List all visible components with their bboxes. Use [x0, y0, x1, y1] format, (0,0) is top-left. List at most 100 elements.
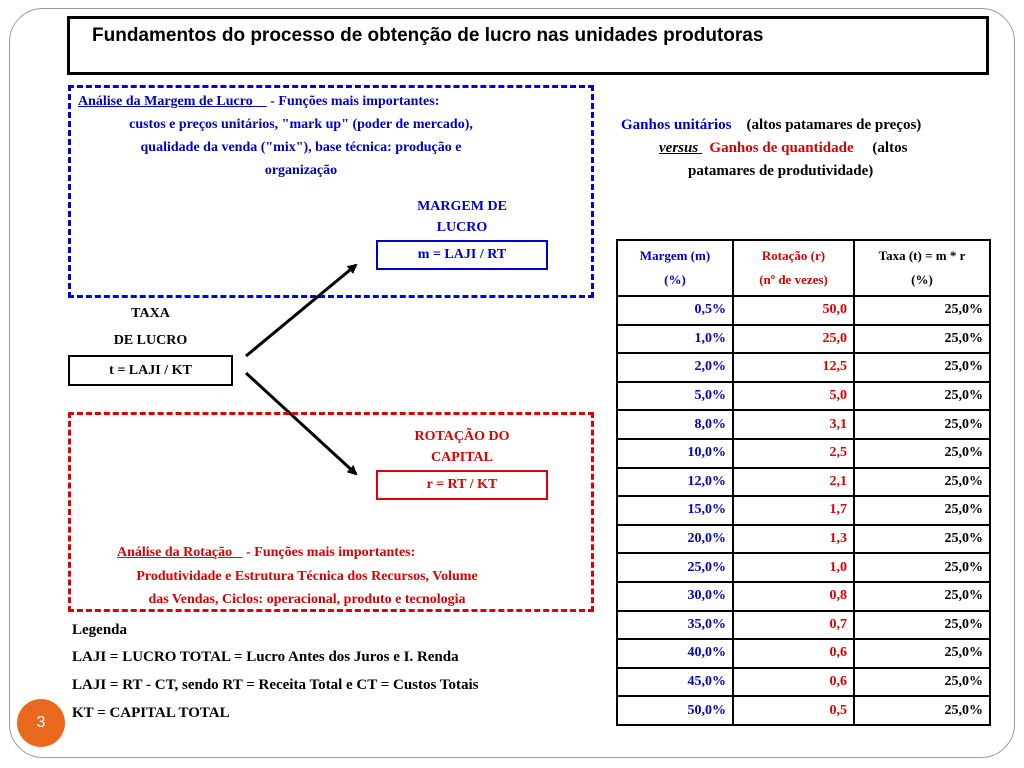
taxa-label-1: TAXA: [131, 306, 170, 321]
cell-rotacao: 12,5: [732, 352, 855, 383]
cell-margem: 15,0%: [616, 495, 734, 526]
cell-rotacao: 0,8: [732, 580, 855, 612]
rotation-analysis-line3: das Vendas, Ciclos: operacional, produto…: [148, 592, 466, 607]
gains-versus: versus: [659, 140, 699, 156]
margin-analysis-line1: Análise da Margem de Lucro - Funções mai…: [78, 94, 439, 110]
rotacao-label-2: CAPITAL: [431, 450, 493, 465]
cell-margem: 35,0%: [616, 609, 734, 641]
cell-taxa: 25,0%: [853, 295, 991, 326]
cell-taxa: 25,0%: [853, 666, 991, 698]
margem-label-1: MARGEM DE: [417, 199, 507, 214]
cell-rotacao: 50,0: [732, 295, 855, 326]
margin-rotation-table: Margem (m) (%) Rotação (r) (nº de vezes) T…: [616, 239, 991, 726]
rotation-analysis-line2: Produtividade e Estrutura Técnica dos Re…: [136, 569, 478, 584]
cell-rotacao: 0,5: [732, 695, 855, 726]
rotation-analysis-heading: Análise da Rotação: [117, 545, 233, 560]
table-row: 0,5% 50,0 25,0%: [616, 295, 991, 326]
page-number-badge: 3: [17, 699, 65, 747]
header-taxa: Taxa (t) = m * r (%): [853, 239, 991, 297]
cell-rotacao: 1,7: [732, 495, 855, 526]
cell-rotacao: 1,3: [732, 523, 855, 555]
cell-rotacao: 0,6: [732, 638, 855, 669]
cell-margem: 5,0%: [616, 380, 734, 412]
cell-taxa: 25,0%: [853, 552, 991, 583]
cell-taxa: 25,0%: [853, 466, 991, 498]
cell-margem: 45,0%: [616, 666, 734, 698]
cell-margem: 20,0%: [616, 523, 734, 555]
cell-rotacao: 2,5: [732, 437, 855, 469]
cell-margem: 25,0%: [616, 552, 734, 583]
rotacao-label-1: ROTAÇÃO DO: [414, 429, 510, 444]
cell-taxa: 25,0%: [853, 523, 991, 555]
table-row: 12,0% 2,1 25,0%: [616, 466, 991, 498]
rotacao-formula-box: r = RT / KT: [376, 470, 548, 500]
cell-rotacao: 25,0: [732, 323, 855, 355]
cell-rotacao: 5,0: [732, 380, 855, 412]
table-row: 1,0% 25,0 25,0%: [616, 323, 991, 355]
cell-margem: 30,0%: [616, 580, 734, 612]
table-row: 2,0% 12,5 25,0%: [616, 352, 991, 383]
cell-margem: 1,0%: [616, 323, 734, 355]
cell-taxa: 25,0%: [853, 609, 991, 641]
cell-taxa: 25,0%: [853, 437, 991, 469]
cell-taxa: 25,0%: [853, 695, 991, 726]
cell-margem: 8,0%: [616, 409, 734, 440]
legend-title: Legenda: [72, 622, 128, 638]
cell-rotacao: 2,1: [732, 466, 855, 498]
header-margem: Margem (m) (%): [616, 239, 734, 297]
legend-line-3: KT = CAPITAL TOTAL: [72, 705, 230, 721]
arrow-to-margem: [245, 263, 358, 358]
table-row: 8,0% 3,1 25,0%: [616, 409, 991, 440]
gains-line1: Ganhos unitários (altos patamares de pre…: [621, 117, 921, 134]
rotation-analysis-line1: Análise da Rotação - Funções mais import…: [117, 545, 415, 561]
cell-taxa: 25,0%: [853, 380, 991, 412]
cell-margem: 2,0%: [616, 352, 734, 383]
table-row: 50,0% 0,5 25,0%: [616, 695, 991, 726]
cell-margem: 50,0%: [616, 695, 734, 726]
cell-margem: 40,0%: [616, 638, 734, 669]
cell-margem: 12,0%: [616, 466, 734, 498]
margem-formula-box: m = LAJI / RT: [376, 240, 548, 270]
margin-analysis-line2: custos e preços unitários, "mark up" (po…: [129, 117, 473, 132]
rotation-analysis-line1-rest: - Funções mais importantes:: [242, 545, 416, 560]
table-row: 20,0% 1,3 25,0%: [616, 523, 991, 555]
cell-rotacao: 3,1: [732, 409, 855, 440]
table-row: 30,0% 0,8 25,0%: [616, 580, 991, 612]
rotation-analysis-box: [68, 412, 594, 612]
taxa-label-2: DE LUCRO: [113, 333, 188, 348]
cell-rotacao: 0,7: [732, 609, 855, 641]
table-row: 35,0% 0,7 25,0%: [616, 609, 991, 641]
header-rotacao: Rotação (r) (nº de vezes): [732, 239, 855, 297]
cell-taxa: 25,0%: [853, 323, 991, 355]
table-header-row: Margem (m) (%) Rotação (r) (nº de vezes) T…: [616, 239, 991, 297]
margin-analysis-line3: qualidade da venda ("mix"), base técnica…: [140, 140, 462, 155]
cell-taxa: 25,0%: [853, 638, 991, 669]
title-box: Fundamentos do processo de obtenção de l…: [67, 16, 989, 75]
margin-analysis-box: [68, 85, 594, 298]
legend-line-1: LAJI = LUCRO TOTAL = Lucro Antes dos Jur…: [72, 649, 459, 665]
gains-unitarios: Ganhos unitários: [621, 117, 732, 133]
gains-line2: versus Ganhos de quantidade (altos: [659, 140, 907, 157]
table-row: 15,0% 1,7 25,0%: [616, 495, 991, 526]
margin-analysis-line1-rest: - Funções mais importantes:: [266, 94, 440, 109]
cell-taxa: 25,0%: [853, 352, 991, 383]
slide-frame: [9, 8, 1015, 758]
cell-taxa: 25,0%: [853, 409, 991, 440]
table-row: 40,0% 0,6 25,0%: [616, 638, 991, 669]
cell-margem: 0,5%: [616, 295, 734, 326]
cell-margem: 10,0%: [616, 437, 734, 469]
slide-title: Fundamentos do processo de obtenção de l…: [92, 25, 764, 46]
table-row: 10,0% 2,5 25,0%: [616, 437, 991, 469]
table-row: 5,0% 5,0 25,0%: [616, 380, 991, 412]
margem-label-2: LUCRO: [436, 220, 488, 235]
margin-analysis-line4: organização: [264, 163, 338, 178]
table-row: 25,0% 1,0 25,0%: [616, 552, 991, 583]
legend-line-2: LAJI = RT - CT, sendo RT = Receita Total…: [72, 677, 479, 693]
gains-quantidade: Ganhos de quantidade: [709, 140, 854, 156]
arrow-to-rotacao: [244, 371, 358, 476]
gains-line3: patamares de produtividade): [688, 163, 874, 179]
margin-analysis-heading: Análise da Margem de Lucro: [78, 94, 253, 109]
cell-rotacao: 1,0: [732, 552, 855, 583]
gains-precos: (altos patamares de preços): [746, 117, 922, 133]
gains-altos: (altos: [872, 140, 908, 156]
